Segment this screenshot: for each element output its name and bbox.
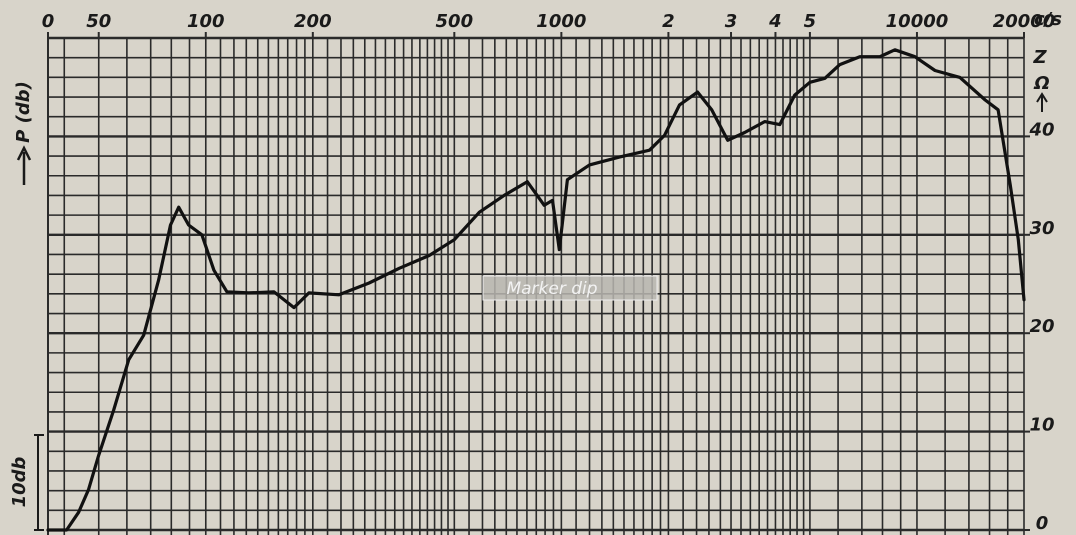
annotation-box — [482, 275, 658, 301]
x-tick-label: 3 — [725, 11, 738, 32]
x-tick-label: 2 — [662, 11, 675, 32]
impedance-arrow — [1036, 92, 1048, 112]
impedance-letter: Z — [1032, 47, 1047, 68]
x-tick-label: 10000 — [886, 11, 949, 32]
y-tick-label: 20 — [1029, 316, 1054, 337]
y-axis-label: P (db) — [13, 81, 34, 143]
y-axis-arrow — [16, 145, 32, 185]
marks — [46, 48, 1026, 532]
grid — [47, 32, 1030, 535]
response-curve — [46, 48, 1026, 532]
x-tick-label: 0 — [42, 11, 55, 32]
x-tick-label: 50 — [86, 11, 111, 32]
x-tick-label: 200 — [294, 11, 332, 32]
scale-label: 10db — [9, 456, 30, 507]
y-tick-label: 40 — [1028, 119, 1054, 140]
impedance-symbol: Ω — [1033, 73, 1049, 94]
x-tick-label: 5 — [804, 11, 817, 32]
y-tick-label: 30 — [1029, 218, 1054, 239]
x-unit: c/s — [1034, 9, 1062, 30]
x-tick-label: 4 — [768, 11, 782, 32]
annotation: Marker dip — [506, 279, 597, 299]
x-tick-label: 20000 — [993, 11, 1056, 32]
x-tick-label: 100 — [187, 11, 225, 32]
x-tick-label: 500 — [436, 11, 474, 32]
y-tick-label: 10 — [1029, 415, 1054, 436]
y-tick-label: 0 — [1036, 513, 1049, 534]
x-tick-label: 1000 — [536, 11, 586, 32]
scale-bar — [34, 434, 44, 531]
